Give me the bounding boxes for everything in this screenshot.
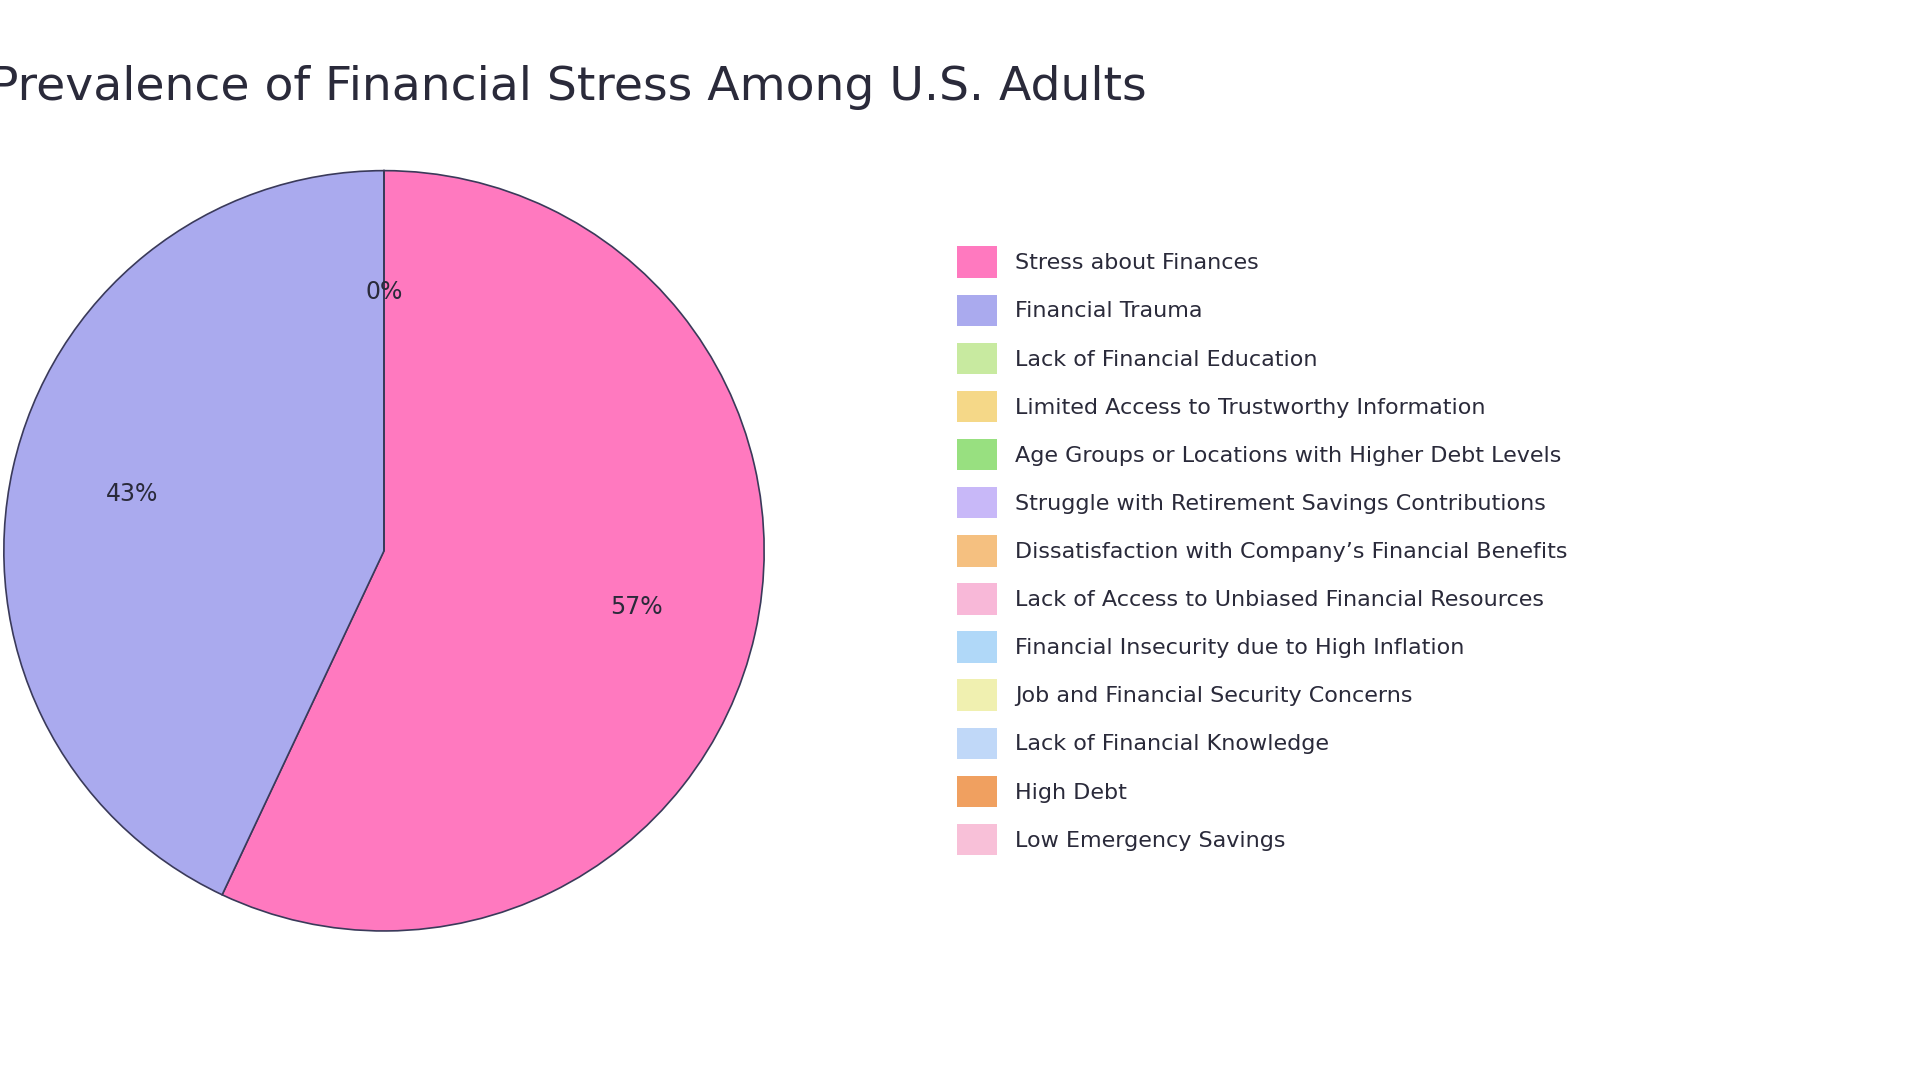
Text: 43%: 43% xyxy=(106,483,157,507)
Wedge shape xyxy=(223,171,764,931)
Legend: Stress about Finances, Financial Trauma, Lack of Financial Education, Limited Ac: Stress about Finances, Financial Trauma,… xyxy=(947,235,1578,866)
Text: Prevalence of Financial Stress Among U.S. Adults: Prevalence of Financial Stress Among U.S… xyxy=(0,65,1146,110)
Wedge shape xyxy=(4,171,384,894)
Text: 0%: 0% xyxy=(365,281,403,305)
Text: 57%: 57% xyxy=(611,595,662,619)
